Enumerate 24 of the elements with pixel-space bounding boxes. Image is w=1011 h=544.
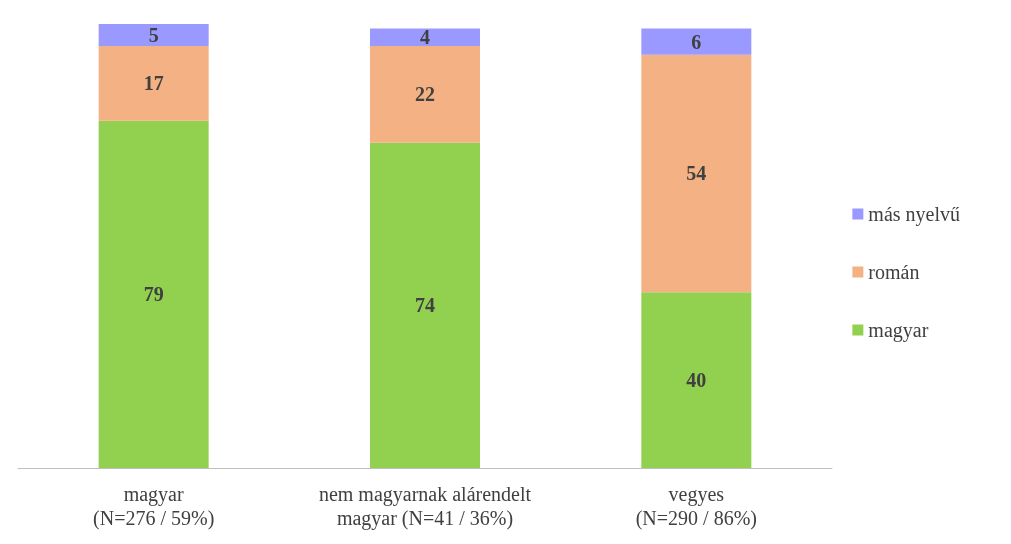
data-label: 22 <box>415 83 435 106</box>
data-label: 54 <box>686 162 707 185</box>
data-label: 5 <box>148 23 159 46</box>
data-label: 40 <box>686 369 707 392</box>
data-label: 4 <box>420 26 430 49</box>
x-tick-label: nem magyarnak alárendelt magyar (N=41 / 36%) <box>318 483 532 530</box>
bar <box>641 292 752 468</box>
bar <box>370 28 480 46</box>
legend-label: román <box>868 261 920 283</box>
data-label: 17 <box>143 72 164 95</box>
legend-label: magyar <box>868 319 929 342</box>
bar <box>370 45 480 143</box>
bar <box>641 28 752 55</box>
data-label: 6 <box>691 30 702 53</box>
x-tick-label: vegyes (N=290 / 86%) <box>635 483 757 530</box>
bar <box>370 142 480 468</box>
bar <box>98 45 209 121</box>
bar <box>98 120 209 468</box>
legend-label: más nyelvű <box>868 203 961 226</box>
x-tick-label: magyar (N=276 / 59%) <box>93 483 215 530</box>
bar <box>641 54 752 293</box>
data-label: 74 <box>415 294 435 317</box>
data-label: 79 <box>143 283 164 306</box>
bar <box>98 24 209 46</box>
